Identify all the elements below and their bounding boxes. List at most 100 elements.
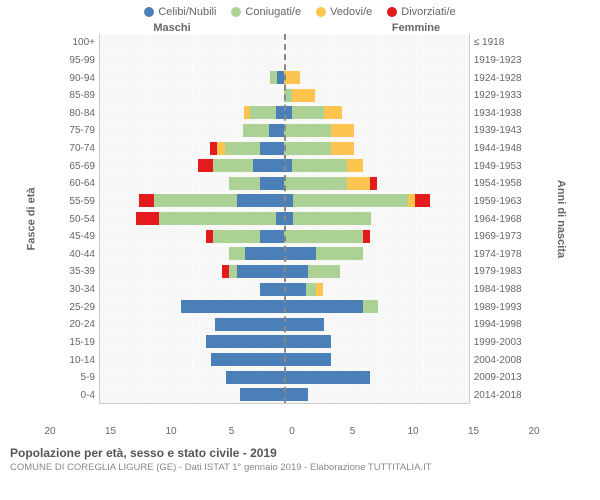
legend-label: Vedovi/e (330, 6, 372, 18)
x-tick: 5 (229, 426, 235, 437)
male-bar (100, 318, 284, 331)
bar-segment (308, 265, 339, 278)
bar-segment (245, 247, 285, 260)
pyramid-row (284, 209, 468, 227)
year-tick: 1964-1968 (474, 210, 522, 228)
bar-segment (293, 194, 408, 207)
male-bar (100, 159, 284, 172)
pyramid-chart: Fasce di età 100+95-9990-9485-8980-8475-… (0, 34, 600, 424)
age-tick: 40-44 (63, 246, 95, 264)
age-tick: 50-54 (63, 210, 95, 228)
plot-area (99, 34, 470, 404)
age-tick: 65-69 (63, 157, 95, 175)
male-bar (100, 106, 284, 119)
year-tick: 1934-1938 (474, 105, 522, 123)
pyramid-row (284, 156, 468, 174)
male-bar (100, 265, 284, 278)
male-bar (100, 300, 284, 313)
bar-segment (277, 71, 284, 84)
x-tick: 20 (44, 426, 55, 437)
pyramid-row (284, 297, 468, 315)
bar-segment (284, 265, 308, 278)
bar-segment (229, 265, 237, 278)
pyramid-row (284, 86, 468, 104)
bar-segment (316, 247, 363, 260)
bar-segment (215, 318, 284, 331)
male-bar (100, 353, 284, 366)
bar-segment (363, 230, 370, 243)
bar-segment (415, 194, 430, 207)
pyramid-row (100, 104, 284, 122)
bar-segment (198, 159, 214, 172)
pyramid-row (100, 68, 284, 86)
legend-item: Coniugati/e (231, 6, 301, 18)
age-tick: 35-39 (63, 263, 95, 281)
bar-segment (284, 371, 370, 384)
bar-segment (270, 71, 277, 84)
bar-segment (292, 106, 324, 119)
pyramid-row (100, 121, 284, 139)
year-tick: 1989-1993 (474, 298, 522, 316)
x-tick: 15 (105, 426, 116, 437)
bar-segment (206, 230, 213, 243)
pyramid-row (100, 174, 284, 192)
female-bar (284, 318, 468, 331)
year-tick: 1974-1978 (474, 246, 522, 264)
female-bar (284, 159, 468, 172)
pyramid-row (100, 51, 284, 69)
pyramid-row (100, 315, 284, 333)
bar-segment (229, 247, 245, 260)
male-bar (100, 230, 284, 243)
year-tick: 1919-1923 (474, 52, 522, 70)
age-tick: 75-79 (63, 122, 95, 140)
pyramid-row (284, 368, 468, 386)
legend-label: Divorziati/e (401, 6, 455, 18)
panel-female-header: Femmine (294, 22, 538, 34)
year-tick: 1954-1958 (474, 175, 522, 193)
pyramid-row (100, 262, 284, 280)
bar-segment (347, 159, 363, 172)
bar-segment (284, 124, 331, 137)
bar-segment (306, 283, 316, 296)
bar-segment (284, 318, 324, 331)
bar-segment (284, 177, 347, 190)
x-axis: 201510505101520 (0, 426, 600, 440)
female-bar (284, 353, 468, 366)
age-tick: 10-14 (63, 351, 95, 369)
male-bar (100, 283, 284, 296)
female-bar (284, 212, 468, 225)
bar-segment (284, 388, 308, 401)
pyramid-row (100, 86, 284, 104)
male-bar (100, 194, 284, 207)
yaxis-left-label: Fasce di età (0, 34, 63, 404)
pyramid-row (100, 386, 284, 404)
bar-segment (284, 230, 362, 243)
pyramid-row (284, 68, 468, 86)
male-bar (100, 71, 284, 84)
pyramid-row (100, 139, 284, 157)
pyramid-row (100, 350, 284, 368)
year-tick: ≤ 1918 (474, 34, 522, 52)
bar-segment (237, 194, 284, 207)
age-tick: 20-24 (63, 316, 95, 334)
footer: Popolazione per età, sesso e stato civil… (0, 440, 600, 473)
pyramid-row (284, 192, 468, 210)
female-bar (284, 71, 468, 84)
legend-item: Celibi/Nubili (144, 6, 216, 18)
x-tick: 10 (407, 426, 418, 437)
legend-item: Divorziati/e (387, 6, 455, 18)
x-tick: 5 (350, 426, 356, 437)
female-bar (284, 124, 468, 137)
bar-segment (213, 230, 260, 243)
female-bar (284, 247, 468, 260)
year-tick: 1969-1973 (474, 228, 522, 246)
bar-segment (253, 159, 284, 172)
bar-segment (331, 124, 354, 137)
legend-label: Coniugati/e (245, 6, 301, 18)
female-bar (284, 230, 468, 243)
bar-segment (139, 194, 155, 207)
female-bar (284, 265, 468, 278)
pyramid-row (100, 192, 284, 210)
age-tick: 5-9 (63, 369, 95, 387)
male-bar (100, 142, 284, 155)
